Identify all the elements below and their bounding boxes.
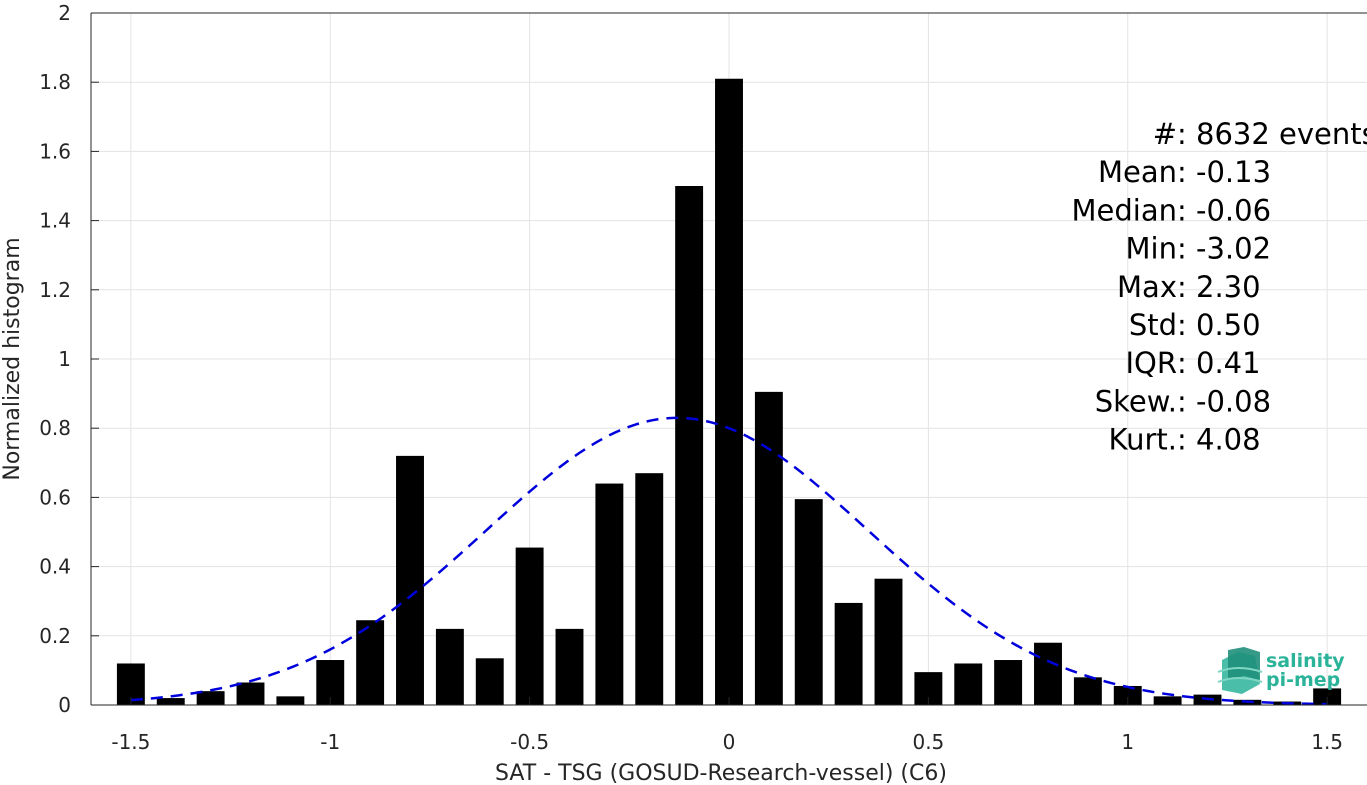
stats-label: Min xyxy=(1126,232,1177,266)
x-tick-label: 0.5 xyxy=(912,730,944,754)
logo-line-1: salinity xyxy=(1266,650,1345,672)
stats-label: IQR xyxy=(1125,346,1177,380)
y-tick-label: 0.4 xyxy=(39,555,71,579)
stats-label: Mean xyxy=(1098,155,1177,189)
y-tick-label: 0.8 xyxy=(39,416,71,440)
histogram-bar xyxy=(715,78,743,706)
gaussian-fit-curve xyxy=(130,416,1328,706)
y-tick-label: 1.4 xyxy=(39,209,71,233)
histogram-bar xyxy=(1313,688,1342,705)
y-tick-label: 1.2 xyxy=(39,278,71,302)
y-axis-label: Normalized histogram xyxy=(0,237,25,480)
histogram-bar xyxy=(834,602,863,705)
stats-label: Skew. xyxy=(1095,384,1177,418)
histogram-bar xyxy=(1034,642,1062,705)
y-tick-label: 1 xyxy=(58,347,71,371)
stats-label: Max xyxy=(1117,270,1177,304)
stats-label: Kurt. xyxy=(1109,423,1177,457)
histogram-bar xyxy=(156,698,185,705)
histogram-bar xyxy=(276,696,305,705)
y-tick-label: 0 xyxy=(58,693,71,717)
x-ticks: -1.5 -1 -0.5 0 0.5 1 1.5 xyxy=(111,697,1343,754)
histogram-bar xyxy=(435,628,464,705)
stats-value: : -3.02 xyxy=(1177,232,1271,266)
histogram-bar xyxy=(595,483,624,705)
y-tick-label: 2 xyxy=(58,1,71,25)
stats-label: Median xyxy=(1072,193,1177,227)
stats-value: : 4.08 xyxy=(1177,423,1261,457)
histogram-bar xyxy=(874,578,903,705)
y-ticks: 0 0.2 0.4 0.6 0.8 1 1.2 1.4 1.6 1.8 2 xyxy=(39,1,99,717)
y-tick-label: 1.6 xyxy=(39,139,71,163)
y-tick-label: 0.2 xyxy=(39,624,71,648)
logo-mark-icon xyxy=(1217,647,1263,694)
histogram-bar xyxy=(954,663,983,705)
x-tick-label: -1 xyxy=(320,730,340,754)
salinity-pi-mep-logo: salinity pi-mep xyxy=(1217,647,1345,694)
histogram-bar xyxy=(1073,677,1102,705)
x-tick-label: -0.5 xyxy=(510,730,549,754)
x-tick-label: 1.5 xyxy=(1311,730,1343,754)
x-tick-label: 0 xyxy=(723,730,736,754)
histogram-bar xyxy=(515,547,544,705)
stats-value: : 0.41 xyxy=(1177,346,1261,380)
y-tick-label: 1.8 xyxy=(39,70,71,94)
stats-value: : 0.50 xyxy=(1177,308,1261,342)
histogram-bar xyxy=(396,455,424,705)
histogram-bar xyxy=(356,620,385,705)
stats-value: : 2.30 xyxy=(1177,270,1261,304)
histogram-bar xyxy=(475,658,504,705)
y-tick-label: 0.6 xyxy=(39,485,71,509)
x-axis-label: SAT - TSG (GOSUD-Research-vessel) (C6) xyxy=(495,761,947,785)
stats-value: : 8632 events xyxy=(1177,117,1367,151)
histogram-bar xyxy=(196,691,225,705)
histogram-bar xyxy=(675,186,704,705)
x-tick-label: 1 xyxy=(1121,730,1134,754)
stats-value: : -0.06 xyxy=(1177,193,1271,227)
histogram-bar xyxy=(555,628,584,705)
stats-value: : -0.13 xyxy=(1177,155,1271,189)
stats-value: : -0.08 xyxy=(1177,384,1271,418)
histogram-bar xyxy=(635,473,664,705)
histogram-bar xyxy=(794,499,823,705)
stats-label: Std xyxy=(1129,308,1177,342)
histogram-bar xyxy=(994,660,1023,705)
x-tick-label: -1.5 xyxy=(111,730,150,754)
logo-line-2: pi-mep xyxy=(1266,669,1340,691)
histogram-bar xyxy=(236,682,265,705)
histogram-bar xyxy=(1153,696,1182,705)
stats-label: # xyxy=(1153,117,1177,151)
histogram-bar xyxy=(754,391,783,705)
histogram-bar xyxy=(1113,685,1142,705)
